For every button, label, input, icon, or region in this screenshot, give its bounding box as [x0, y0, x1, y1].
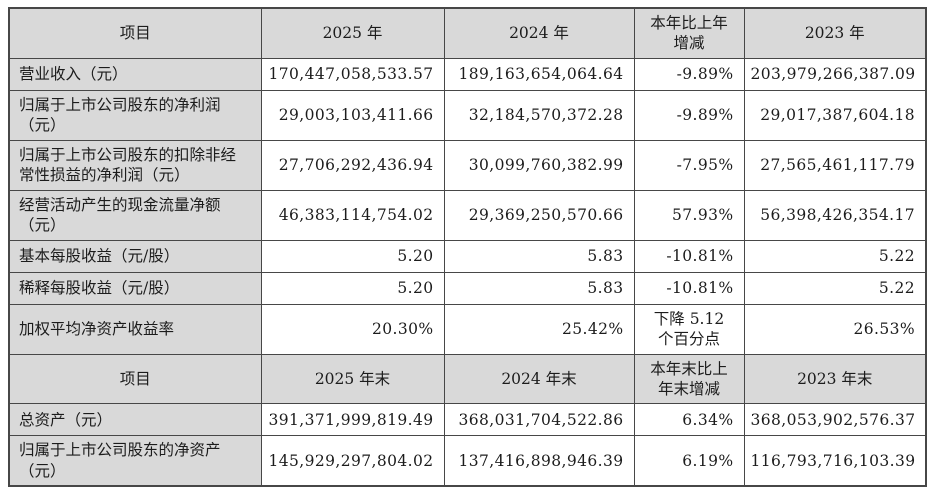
- row-label-cell: 基本每股收益（元/股）: [8, 239, 262, 273]
- value-cell: 145,929,297,804.02: [260, 435, 445, 487]
- header-cell: 本年末比上 年末增减: [633, 353, 745, 405]
- value-cell: 27,565,461,117.79: [743, 139, 927, 191]
- header-cell: 2024 年: [443, 7, 635, 59]
- header-cell: 2023 年: [743, 7, 927, 59]
- value-cell: 368,031,704,522.86: [443, 403, 635, 437]
- value-cell: 26.53%: [743, 303, 927, 355]
- table-row: 归属于上市公司股东的净资产（元） 145,929,297,804.02 137,41…: [8, 435, 927, 487]
- value-cell: -10.81%: [633, 271, 745, 305]
- value-cell: 6.19%: [633, 435, 745, 487]
- value-cell: 5.20: [260, 271, 445, 305]
- value-cell: 56,398,426,354.17: [743, 189, 927, 241]
- row-label-cell: 总资产（元）: [8, 403, 262, 437]
- financial-table-body: 项目 2025 年 2024 年本年比上年 增减 2023 年营业收入（元） 170,4…: [8, 7, 927, 487]
- row-label-cell: 归属于上市公司股东的净利润（元）: [8, 89, 262, 141]
- value-cell: 32,184,570,372.28: [443, 89, 635, 141]
- value-cell: 29,017,387,604.18: [743, 89, 927, 141]
- value-cell: 5.83: [443, 239, 635, 273]
- value-cell: 170,447,058,533.57: [260, 57, 445, 91]
- value-cell: -7.95%: [633, 139, 745, 191]
- table-row: 营业收入（元） 170,447,058,533.57 189,163,654,064…: [8, 57, 927, 91]
- value-cell: 27,706,292,436.94: [260, 139, 445, 191]
- value-cell: 29,369,250,570.66: [443, 189, 635, 241]
- header-cell: 项目: [8, 353, 262, 405]
- row-label-cell: 稀释每股收益（元/股）: [8, 271, 262, 305]
- value-cell: 20.30%: [260, 303, 445, 355]
- row-label-cell: 归属于上市公司股东的净资产（元）: [8, 435, 262, 487]
- header-cell: 2025 年末: [260, 353, 445, 405]
- value-cell: 29,003,103,411.66: [260, 89, 445, 141]
- value-cell: -10.81%: [633, 239, 745, 273]
- value-cell: 391,371,999,819.49: [260, 403, 445, 437]
- value-cell: 5.20: [260, 239, 445, 273]
- value-cell: -9.89%: [633, 57, 745, 91]
- value-cell: 6.34%: [633, 403, 745, 437]
- table-row: 经营活动产生的现金流量净额（元） 46,383,114,754.02 29,369,…: [8, 189, 927, 241]
- value-cell: 30,099,760,382.99: [443, 139, 635, 191]
- row-label-cell: 归属于上市公司股东的扣除非经常性损益的净利润（元）: [8, 139, 262, 191]
- value-cell: 25.42%: [443, 303, 635, 355]
- header-cell: 项目: [8, 7, 262, 59]
- value-cell: 57.93%: [633, 189, 745, 241]
- value-cell: 下降 5.12 个百分点: [633, 303, 745, 355]
- header-cell: 2025 年: [260, 7, 445, 59]
- table-row: 总资产（元） 391,371,999,819.49 368,031,704,522.…: [8, 403, 927, 437]
- value-cell: 203,979,266,387.09: [743, 57, 927, 91]
- table-row: 加权平均净资产收益率 20.30% 25.42% 下降 5.12 个百分点 26.53%: [8, 303, 927, 355]
- value-cell: 5.22: [743, 271, 927, 305]
- header-row-annual-results: 项目 2025 年 2024 年本年比上年 增减 2023 年: [8, 7, 927, 59]
- value-cell: -9.89%: [633, 89, 745, 141]
- financial-summary-table: 项目 2025 年 2024 年本年比上年 增减 2023 年营业收入（元） 170,4…: [8, 7, 927, 488]
- value-cell: 137,416,898,946.39: [443, 435, 635, 487]
- table-row: 稀释每股收益（元/股） 5.20 5.83 -10.81% 5.22: [8, 271, 927, 305]
- table-row: 基本每股收益（元/股） 5.20 5.83 -10.81% 5.22: [8, 239, 927, 273]
- table-row: 归属于上市公司股东的扣除非经常性损益的净利润（元） 27,706,292,436.…: [8, 139, 927, 191]
- header-cell: 2023 年末: [743, 353, 927, 405]
- row-label-cell: 经营活动产生的现金流量净额（元）: [8, 189, 262, 241]
- value-cell: 116,793,716,103.39: [743, 435, 927, 487]
- value-cell: 5.22: [743, 239, 927, 273]
- value-cell: 46,383,114,754.02: [260, 189, 445, 241]
- value-cell: 5.83: [443, 271, 635, 305]
- value-cell: 189,163,654,064.64: [443, 57, 635, 91]
- value-cell: 368,053,902,576.37: [743, 403, 927, 437]
- header-row-period-end: 项目 2025 年末 2024 年末 本年末比上 年末增减 2023 年末: [8, 353, 927, 405]
- header-cell: 本年比上年 增减: [633, 7, 745, 59]
- table-row: 归属于上市公司股东的净利润（元） 29,003,103,411.66 32,184,…: [8, 89, 927, 141]
- header-cell: 2024 年末: [443, 353, 635, 405]
- row-label-cell: 营业收入（元）: [8, 57, 262, 91]
- row-label-cell: 加权平均净资产收益率: [8, 303, 262, 355]
